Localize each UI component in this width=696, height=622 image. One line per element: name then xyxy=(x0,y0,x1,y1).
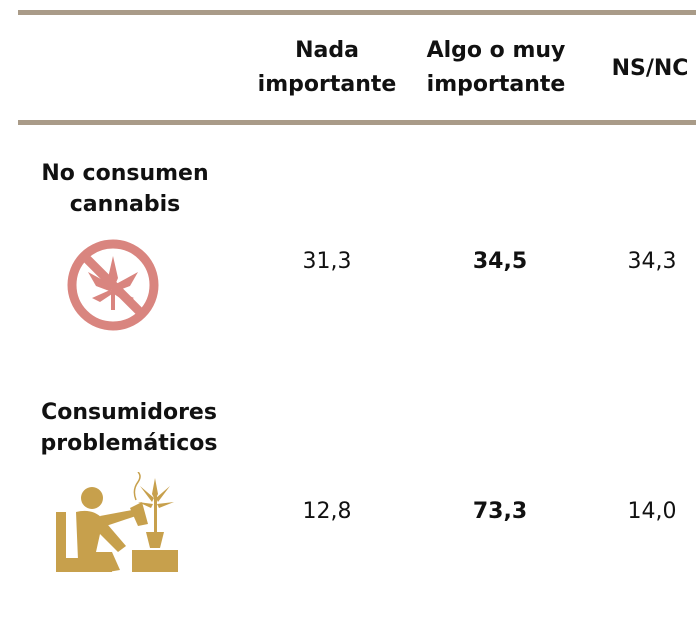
cell: 34,5 xyxy=(472,249,528,274)
cell: 73,3 xyxy=(472,499,528,524)
row-label: Consumidores problemáticos xyxy=(40,400,218,456)
cell: 12,8 xyxy=(302,499,352,524)
no-cannabis-icon xyxy=(67,239,159,331)
cell: 14,0 xyxy=(627,499,677,524)
column-header: Algo o muy importante xyxy=(426,38,566,97)
column-header: NS/NC xyxy=(611,56,689,81)
consumer-icon xyxy=(56,472,178,572)
cell: 31,3 xyxy=(302,249,352,274)
row-label: No consumen cannabis xyxy=(41,161,209,217)
column-header: Nada importante xyxy=(257,38,397,97)
top-rule xyxy=(18,10,696,15)
header-rule xyxy=(18,120,696,125)
cell: 34,3 xyxy=(627,249,677,274)
